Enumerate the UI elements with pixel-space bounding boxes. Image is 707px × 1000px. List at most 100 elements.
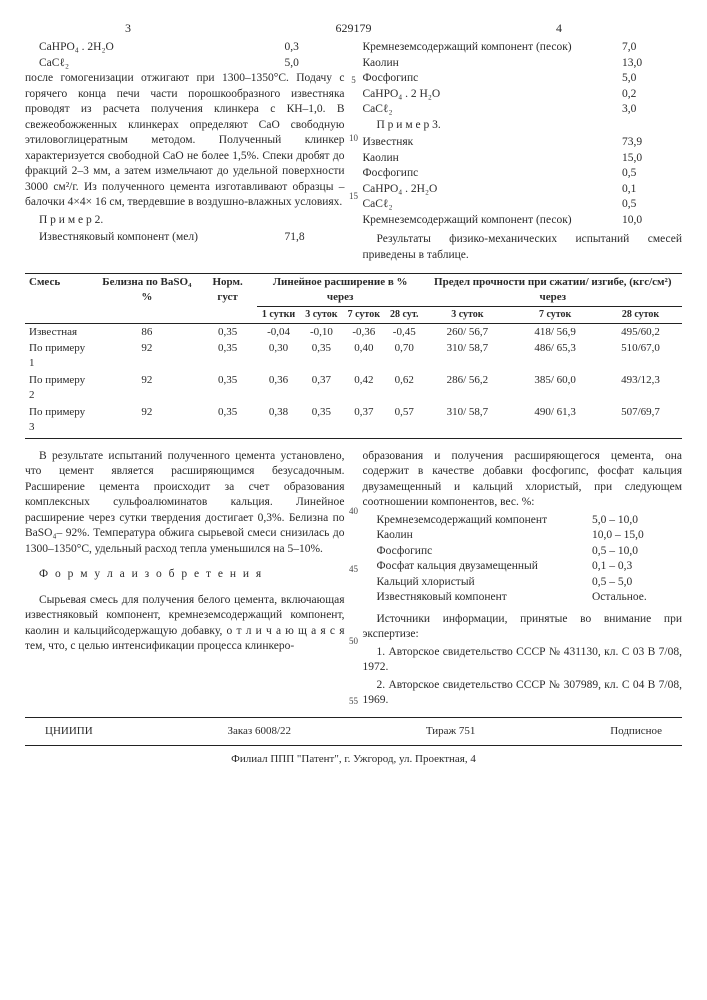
- divider: [25, 717, 682, 718]
- td: 0,37: [300, 372, 342, 404]
- table-row: По примеру 1 92 0,35 0,30 0,35 0,40 0,70…: [25, 340, 682, 372]
- column-right: Кремнеземсодержащий компонент (песок)7,0…: [363, 40, 683, 265]
- th-whiteness: Белизна по BaSO₄ %: [95, 274, 198, 323]
- composition-row: CaCℓ₂0,5: [363, 197, 683, 213]
- th-sub: 7 суток: [343, 307, 385, 324]
- table-row: Известная 86 0,35 -0,04 -0,10 -0,36 -0,4…: [25, 323, 682, 340]
- source-item: 2. Авторское свидетельство СССР № 307989…: [363, 678, 683, 709]
- td: По примеру 2: [25, 372, 95, 404]
- line-number: 5: [351, 74, 356, 86]
- comp-key: Каолин: [363, 151, 623, 167]
- td: -0,10: [300, 323, 342, 340]
- line-number: 15: [349, 190, 358, 202]
- comp-val: 13,0: [622, 56, 682, 72]
- td: 0,35: [198, 372, 257, 404]
- th-sub: 1 сутки: [257, 307, 300, 324]
- td: 92: [95, 372, 198, 404]
- td: 490/ 61,3: [511, 404, 599, 436]
- td: 86: [95, 323, 198, 340]
- td: 486/ 65,3: [511, 340, 599, 372]
- composition-row: CaHPO₄ . 2H₂O0,1: [363, 182, 683, 198]
- page-num-left: 3: [125, 20, 131, 36]
- footer-zakaz: Заказ 6008/22: [227, 724, 291, 739]
- comp-val: 5,0: [622, 71, 682, 87]
- source-item: 1. Авторское свидетельство СССР № 431130…: [363, 645, 683, 676]
- composition-row: CaCℓ₂3,0: [363, 102, 683, 118]
- comp-val: 5,0 – 10,0: [592, 513, 682, 529]
- comp-key: CaHPO₄ . 2H₂O: [25, 40, 285, 56]
- td: -0,36: [343, 323, 385, 340]
- td: 0,35: [300, 404, 342, 436]
- composition-row: Каолин15,0: [363, 151, 683, 167]
- comp-key: Кремнеземсодержащий компонент (песок): [363, 213, 623, 229]
- upper-columns: 5 10 15 CaHPO₄ . 2H₂O 0,3 CaCℓ₂ 5,0 посл…: [25, 40, 682, 265]
- lower-columns: 40 45 50 55 В результате испытаний получ…: [25, 449, 682, 711]
- formula-heading: Ф о р м у л а и з о б р е т е н и я: [25, 567, 345, 583]
- comp-key: Фосфогипс: [377, 544, 593, 560]
- comp-val: 0,1 – 0,3: [592, 559, 682, 575]
- table-body: Известная 86 0,35 -0,04 -0,10 -0,36 -0,4…: [25, 323, 682, 438]
- th-strength: Предел прочности при сжатии/ изгибе, (кг…: [424, 274, 683, 307]
- composition-row: Известняк73,9: [363, 135, 683, 151]
- comp-val: 0,5 – 5,0: [592, 575, 682, 591]
- comp-val: 0,3: [285, 40, 345, 56]
- composition-row: Фосфогипс5,0: [363, 71, 683, 87]
- composition-row: Кальций хлористый0,5 – 5,0: [377, 575, 683, 591]
- table-row: По примеру 2 92 0,35 0,36 0,37 0,42 0,62…: [25, 372, 682, 404]
- td: 92: [95, 340, 198, 372]
- comp-key: CaHPO₄ . 2H₂O: [363, 182, 623, 198]
- td: 418/ 56,9: [511, 323, 599, 340]
- td: 0,35: [300, 340, 342, 372]
- composition-row: CaHPO₄ . 2 H₂O0,2: [363, 87, 683, 103]
- th-sub: 28 сут.: [385, 307, 423, 324]
- composition-row: Фосфогипс0,5 – 10,0: [377, 544, 683, 560]
- td: 0,35: [198, 340, 257, 372]
- td: 0,35: [198, 323, 257, 340]
- comp-val: 15,0: [622, 151, 682, 167]
- line-number: 45: [349, 563, 358, 575]
- composition-row: Кремнеземсодержащий компонент (песок)10,…: [363, 213, 683, 229]
- comp-val: Остальное.: [592, 590, 682, 606]
- composition-row: Кремнеземсодержащий компонент (песок)7,0: [363, 40, 683, 56]
- td: 0,35: [198, 404, 257, 436]
- paragraph: Сырьевая смесь для получения белого цеме…: [25, 593, 345, 655]
- example-heading: П р и м е р 3.: [363, 118, 683, 134]
- td: 0,57: [385, 404, 423, 436]
- td: 0,62: [385, 372, 423, 404]
- line-number: 50: [349, 635, 358, 647]
- doc-number: 629179: [336, 21, 372, 35]
- composition-row: Известняковый компонентОстальное.: [377, 590, 683, 606]
- composition-row: Каолин10,0 – 15,0: [377, 528, 683, 544]
- comp-key: Известняковый компонент: [377, 590, 593, 606]
- th-density: Норм. густ: [198, 274, 257, 323]
- example-heading: П р и м е р 2.: [25, 213, 345, 229]
- line-number: 10: [349, 132, 358, 144]
- th-mix: Смесь: [25, 274, 95, 323]
- td: 286/ 56,2: [424, 372, 512, 404]
- th-expansion: Линейное расширение в % через: [257, 274, 424, 307]
- footer-org: ЦНИИПИ: [45, 724, 93, 739]
- td: Известная: [25, 323, 95, 340]
- composition-row: Кремнеземсодержащий компонент5,0 – 10,0: [377, 513, 683, 529]
- td: 495/60,2: [599, 323, 682, 340]
- th-sub: 28 суток: [599, 307, 682, 324]
- td: 385/ 60,0: [511, 372, 599, 404]
- comp-val: 73,9: [622, 135, 682, 151]
- line-number: 55: [349, 695, 358, 707]
- comp-key: Известняковый компонент (мел): [25, 230, 285, 246]
- table-head: Смесь Белизна по BaSO₄ % Норм. густ Лине…: [25, 274, 682, 323]
- footer: ЦНИИПИ Заказ 6008/22 Тираж 751 Подписное…: [25, 724, 682, 767]
- td: -0,45: [385, 323, 423, 340]
- sources-heading: Источники информации, принятые во вниман…: [363, 612, 683, 643]
- paragraph: Результаты физико-механических испытаний…: [363, 232, 683, 263]
- td: 507/69,7: [599, 404, 682, 436]
- comp-key: Каолин: [377, 528, 593, 544]
- page-header: 3 629179 4: [25, 20, 682, 36]
- td: 310/ 58,7: [424, 404, 512, 436]
- results-table: Смесь Белизна по BaSO₄ % Норм. густ Лине…: [25, 273, 682, 438]
- comp-val: 0,5 – 10,0: [592, 544, 682, 560]
- page-num-right: 4: [556, 20, 562, 36]
- td: 0,40: [343, 340, 385, 372]
- footer-address: Филиал ППП "Патент", г. Ужгород, ул. Про…: [25, 752, 682, 767]
- comp-val: 0,5: [622, 166, 682, 182]
